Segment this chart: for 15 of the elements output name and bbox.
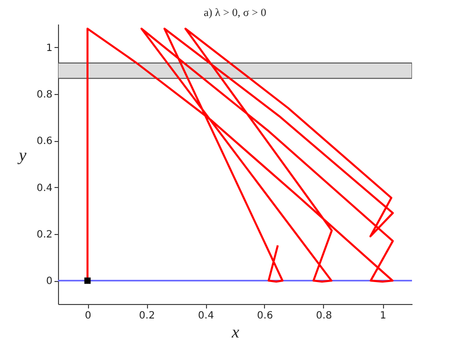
y-tick-label: 1 [46,42,52,54]
y-tick-label: 0 [46,276,52,288]
y-tick-label: 0.4 [36,182,52,194]
y-axis-title: y [16,146,27,164]
x-axis-title: x [230,322,240,342]
y-tick-label: 0.2 [36,230,52,240]
x-tick-label: 0.2 [139,310,155,322]
x-tick-label: 1 [380,310,386,322]
y-tick-label: 0.8 [36,90,52,100]
x-tick-label: 0.4 [198,310,214,322]
x-tick-label: 0 [84,310,92,322]
chart-title: a) λ > 0, σ > 0 [204,7,267,19]
x-tick-label: 0.8 [316,310,332,322]
y-tick-label: 0.6 [36,136,52,148]
x-tick-label: 0.6 [257,310,273,322]
